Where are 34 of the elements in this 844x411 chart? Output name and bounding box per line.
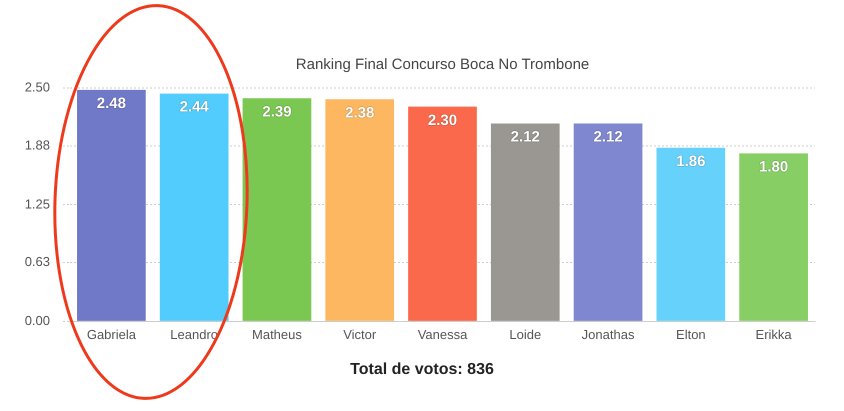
y-tick-label: 0.00 (24, 312, 50, 328)
x-axis-title: Total de votos: 836 (350, 360, 494, 378)
y-tick-label: 2.50 (24, 80, 50, 95)
x-tick-label: Elton (676, 326, 706, 342)
x-tick-label: Erikka (756, 326, 792, 342)
x-tick-label: Vanessa (418, 326, 468, 342)
bar (408, 106, 477, 321)
y-tick-label: 1.88 (24, 137, 50, 152)
data-label: 2.48 (96, 95, 126, 112)
data-label: 1.80 (759, 158, 788, 176)
bar (490, 123, 560, 321)
data-label: 2.38 (345, 104, 374, 122)
bar (325, 99, 394, 321)
bar (656, 148, 726, 321)
y-tick-label: 0.63 (24, 254, 50, 270)
data-label: 2.30 (428, 112, 458, 129)
chart-title: Ranking Final Concurso Boca No Trombone (296, 56, 590, 74)
data-label: 2.44 (180, 98, 210, 116)
bar (242, 98, 312, 321)
x-tick-label: Matheus (252, 326, 302, 342)
bar (77, 90, 146, 321)
x-tick-label: Leandro (170, 326, 218, 342)
data-label: 2.12 (593, 128, 623, 146)
y-tick-label: 1.25 (24, 196, 50, 212)
data-label: 2.12 (510, 128, 540, 146)
x-tick-label: Loide (509, 326, 542, 342)
x-tick-label: Jonathas (582, 326, 635, 342)
data-label: 1.86 (676, 152, 706, 170)
x-tick-label: Gabriela (86, 326, 137, 342)
x-tick-label: Victor (343, 326, 377, 342)
bar (160, 94, 229, 321)
bar (739, 153, 808, 321)
data-label: 2.39 (262, 103, 292, 120)
bar (574, 123, 642, 321)
